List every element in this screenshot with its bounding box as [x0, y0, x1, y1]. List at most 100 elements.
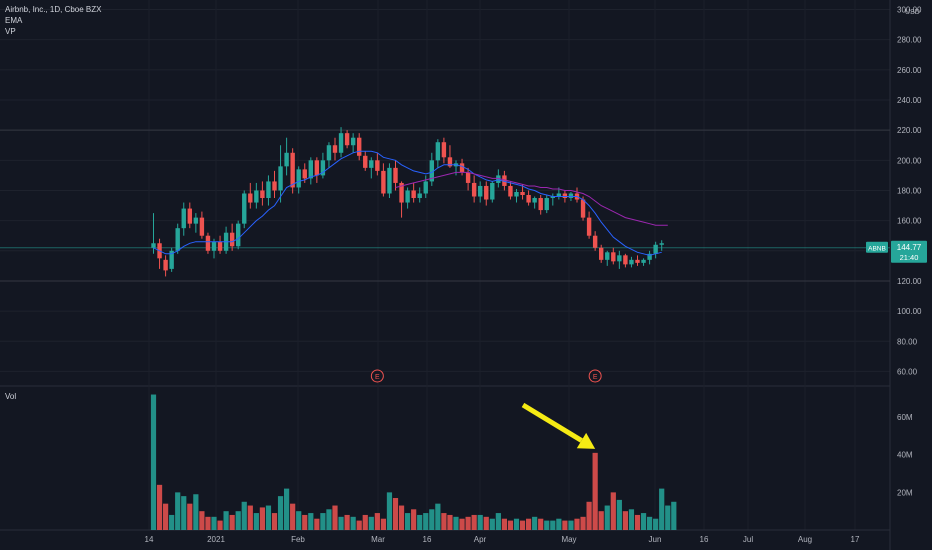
price-tick-label: 200.00	[897, 156, 922, 165]
volume-bar	[332, 505, 338, 530]
volume-bar	[386, 492, 393, 530]
volume-bar	[647, 516, 653, 530]
earnings-marker	[588, 369, 602, 383]
annotation-arrow	[521, 402, 596, 449]
time-tick-label: Aug	[798, 535, 812, 544]
candle-body	[526, 195, 531, 203]
candle-body	[199, 217, 205, 236]
volume-bar	[489, 518, 495, 530]
time-tick-label: Jun	[649, 535, 662, 544]
candle-body	[532, 198, 537, 203]
volume-legend[interactable]: Vol	[5, 392, 17, 401]
candle-body	[617, 255, 622, 262]
time-tick-label: 14	[145, 535, 154, 544]
volume-bar	[284, 488, 290, 530]
time-tick-label: 16	[423, 535, 432, 544]
current-price: 144.77	[897, 243, 922, 252]
candle-body	[478, 185, 483, 197]
volume-bar	[471, 514, 477, 530]
candle-body	[175, 228, 180, 251]
candle-body	[423, 181, 428, 194]
volume-bar	[338, 516, 344, 530]
volume-bar	[495, 513, 501, 530]
volume-bar	[447, 514, 453, 530]
volume-bar	[193, 494, 199, 530]
vp-indicator-label[interactable]: VP	[5, 27, 16, 36]
candle-body	[296, 169, 301, 188]
candle-body	[272, 181, 277, 191]
ema-indicator-label[interactable]: EMA	[5, 16, 23, 25]
candle-body	[229, 232, 235, 247]
candle-body	[290, 152, 295, 188]
volume-bar	[598, 511, 604, 530]
currency-label: USD	[905, 9, 920, 16]
time-tick-label: 2021	[207, 535, 225, 544]
price-tick-label: 160.00	[897, 217, 922, 226]
price-tick-label: 300.00	[897, 6, 922, 15]
volume-bar	[622, 511, 628, 530]
volume-bar	[296, 511, 302, 530]
volume-bar	[616, 499, 622, 530]
candle-body	[169, 250, 174, 269]
volume-bar	[519, 520, 526, 530]
volume-tick-label: 40M	[897, 451, 913, 460]
time-axis: 14 2021 Feb Mar 16 Apr May Jun 16 Jul Aug 17	[145, 535, 860, 544]
volume-bar	[175, 492, 181, 530]
volume-axis: 60M 40M 20M	[897, 413, 913, 497]
volume-bar	[211, 516, 217, 530]
candle-body	[592, 235, 598, 248]
volume-bar	[217, 520, 223, 530]
ticker-badge	[866, 241, 888, 253]
volume-bar	[604, 505, 610, 530]
candle-body	[393, 167, 398, 183]
candle-body	[363, 155, 368, 168]
candle-body	[338, 133, 344, 153]
time-tick-label: Apr	[474, 535, 487, 544]
candle-body	[435, 142, 441, 161]
volume-bar	[574, 518, 580, 530]
time-tick-label: 17	[851, 535, 860, 544]
candle-body	[429, 160, 434, 182]
volume-bar	[459, 518, 465, 530]
volume-bar	[241, 501, 247, 530]
price-tick-label: 60.00	[897, 367, 918, 376]
volume-bar	[659, 488, 665, 530]
volume-bar	[507, 520, 514, 530]
candle-body	[538, 198, 543, 211]
volume-bar	[150, 394, 157, 530]
volume-bar	[556, 518, 562, 530]
volume-bar	[465, 516, 471, 530]
candle-body	[193, 217, 199, 224]
candle-body	[284, 152, 289, 167]
candle-body	[344, 133, 350, 146]
volume-bar	[671, 501, 677, 530]
symbol-title[interactable]: Airbnb, Inc., 1D, Cboe BZX	[5, 5, 102, 14]
volume-bar	[374, 513, 380, 530]
candle-body	[242, 193, 247, 224]
volume-bar	[259, 507, 265, 530]
volume-bar	[580, 516, 586, 530]
volume-bar	[586, 501, 592, 530]
volume-bar	[634, 514, 641, 530]
volume-bar	[326, 509, 332, 530]
candle-body	[623, 255, 628, 265]
candle-body	[629, 259, 634, 265]
candle-body	[520, 191, 525, 195]
candle-body	[484, 185, 489, 200]
arrow-head	[576, 432, 596, 449]
ema-lines	[153, 150, 668, 256]
candle-body	[332, 145, 338, 153]
ema-fast-line	[153, 150, 662, 256]
price-tick-label: 100.00	[897, 307, 922, 316]
chart-grid	[0, 0, 891, 550]
volume-bar	[429, 509, 435, 530]
candle-body	[447, 157, 453, 167]
candle-body	[502, 175, 507, 186]
candle-body	[514, 191, 519, 197]
price-tick-label: 260.00	[897, 66, 922, 75]
price-tick-label: 240.00	[897, 96, 922, 105]
volume-bar	[513, 518, 520, 530]
candle-body	[326, 145, 332, 161]
